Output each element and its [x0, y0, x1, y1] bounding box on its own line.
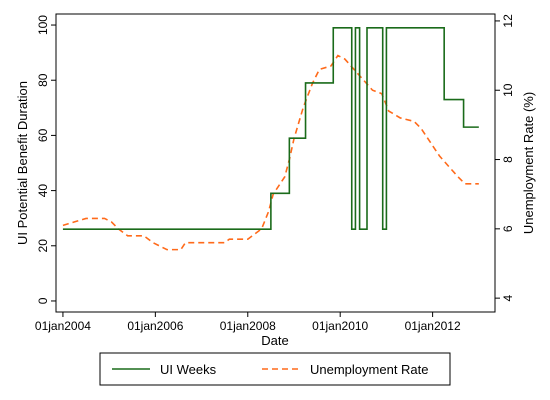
y-axis-right-title: Unemployment Rate (%) [521, 92, 536, 234]
legend: UI Weeks Unemployment Rate [99, 352, 451, 386]
y-left-tick-label: 60 [36, 128, 50, 142]
y-axis-right: 4 6 8 10 12 [495, 14, 515, 301]
y-left-tick-label: 80 [36, 73, 50, 87]
y-axis-left-title: UI Potential Benefit Duration [15, 81, 30, 245]
legend-label-ui-weeks: UI Weeks [160, 362, 217, 377]
x-axis: 01jan2004 01jan2006 01jan2008 01jan2010 01ja… [35, 312, 461, 333]
y-right-tick-label: 12 [501, 14, 515, 28]
y-left-tick-label: 100 [36, 15, 50, 35]
ui-weeks-line [62, 26, 479, 231]
series-layer [62, 26, 479, 251]
y-right-tick-label: 8 [501, 156, 515, 163]
x-tick-label: 01jan2006 [127, 319, 183, 333]
y-right-tick-label: 4 [501, 294, 515, 301]
y-right-tick-label: 6 [501, 225, 515, 232]
y-right-tick-label: 10 [501, 83, 515, 97]
legend-label-unemployment-rate: Unemployment Rate [310, 362, 429, 377]
y-axis-left: 0 20 40 60 80 100 [36, 15, 56, 304]
x-tick-label: 01jan2008 [220, 319, 276, 333]
x-tick-label: 01jan2004 [35, 319, 91, 333]
y-left-tick-label: 40 [36, 184, 50, 198]
plot-frame [55, 13, 496, 313]
x-tick-label: 01jan2010 [312, 319, 368, 333]
x-tick-label: 01jan2012 [405, 319, 461, 333]
x-axis-title: Date [261, 333, 288, 348]
y-left-tick-label: 0 [36, 297, 50, 304]
y-left-tick-label: 20 [36, 239, 50, 253]
